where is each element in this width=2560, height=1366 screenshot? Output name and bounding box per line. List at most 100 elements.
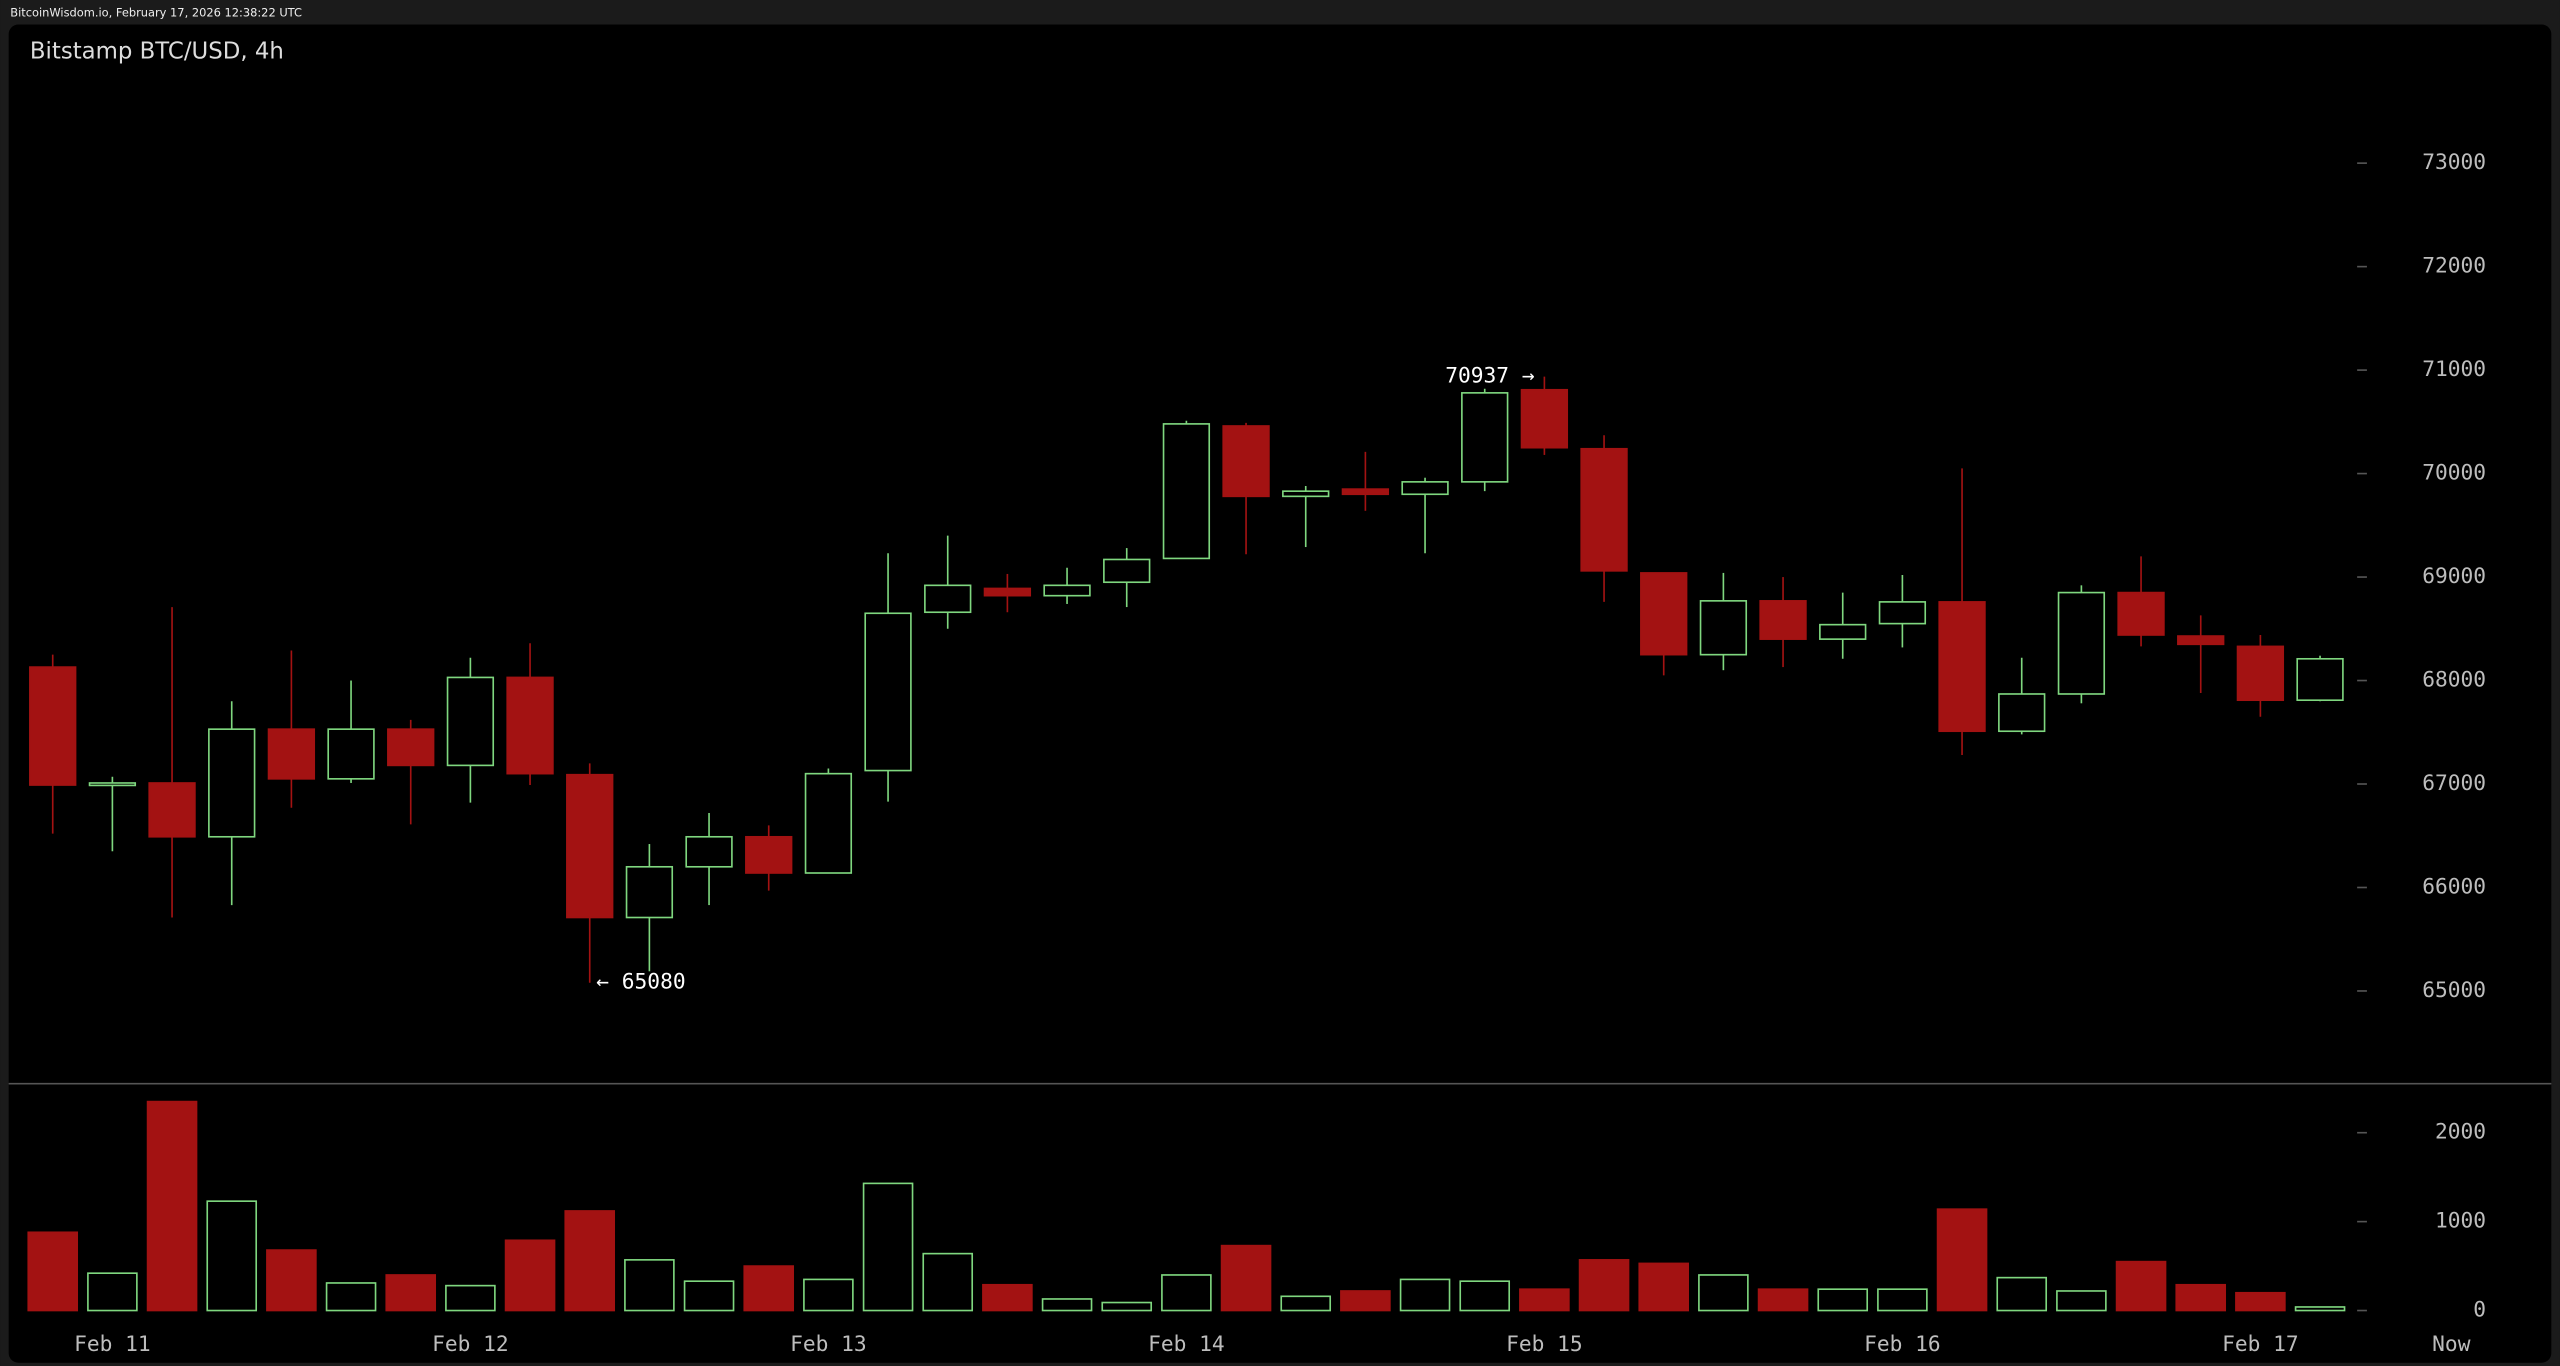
volume-bar xyxy=(1996,1276,2048,1312)
volume-bar xyxy=(1519,1288,1570,1312)
candle-body xyxy=(446,676,495,767)
volume-bar xyxy=(1459,1280,1511,1312)
candle-body xyxy=(387,728,435,767)
x-tick-label: Feb 12 xyxy=(432,1332,509,1357)
volume-bar xyxy=(1698,1274,1749,1312)
candle-body xyxy=(29,666,77,786)
x-tick-label: Feb 16 xyxy=(1864,1332,1941,1357)
candle-body xyxy=(1819,623,1867,640)
volume-bar xyxy=(2235,1291,2286,1312)
y-tick-label: 73000 xyxy=(2422,150,2486,175)
volume-bar xyxy=(743,1265,795,1312)
candle-body xyxy=(1640,572,1688,656)
candle-body xyxy=(1938,601,1986,733)
candle-body xyxy=(2057,591,2106,695)
y-tick-label: 1000 xyxy=(2435,1209,2486,1234)
y-tick-label: 71000 xyxy=(2422,357,2486,382)
candle-body xyxy=(208,728,256,838)
volume-bar xyxy=(1340,1290,1391,1312)
volume-bar xyxy=(803,1278,854,1312)
y-tick-label: 66000 xyxy=(2422,874,2486,899)
x-end-label: Now xyxy=(2432,1332,2471,1357)
candle-body xyxy=(327,728,375,780)
candle-body xyxy=(1043,584,1091,597)
volume-bar xyxy=(1280,1295,1332,1312)
candle-body xyxy=(1520,388,1569,449)
volume-bar xyxy=(1578,1259,1630,1312)
volume-bar xyxy=(982,1283,1033,1312)
y-tick-label: 68000 xyxy=(2422,668,2486,693)
candle-body xyxy=(2117,591,2165,636)
candle-body xyxy=(1580,447,1628,572)
volume-bar xyxy=(1638,1262,1690,1312)
candle-body xyxy=(625,865,674,919)
candle-body xyxy=(1341,488,1390,496)
x-tick-label: Feb 17 xyxy=(2222,1332,2299,1357)
volume-bar xyxy=(1399,1278,1451,1312)
candle-body xyxy=(1759,600,1807,640)
candle-body xyxy=(864,612,912,772)
volume-bar xyxy=(1817,1288,1869,1312)
y-tick-label: 67000 xyxy=(2422,771,2486,796)
volume-bar xyxy=(1101,1301,1153,1312)
volume-bar xyxy=(922,1252,974,1312)
candle-body xyxy=(2296,657,2344,702)
volume-bar xyxy=(87,1272,138,1312)
candle-body xyxy=(506,676,554,775)
candle-body xyxy=(1162,423,1211,560)
volume-bar xyxy=(683,1280,735,1312)
volume-bar xyxy=(385,1274,437,1312)
volume-bar xyxy=(146,1100,198,1312)
price-annotation: 70937 → xyxy=(1445,364,1535,389)
chart-title: Bitstamp BTC/USD, 4h xyxy=(30,39,284,65)
volume-bar xyxy=(1041,1298,1093,1312)
volume-bar xyxy=(1757,1288,1809,1312)
candle-body xyxy=(1699,600,1748,656)
volume-bar xyxy=(1220,1244,1272,1312)
volume-bar xyxy=(564,1210,616,1312)
x-tick-label: Feb 14 xyxy=(1148,1332,1225,1357)
volume-bar xyxy=(27,1231,79,1312)
candle-body xyxy=(267,728,316,780)
volume-bar xyxy=(445,1284,496,1312)
x-tick-label: Feb 13 xyxy=(790,1332,867,1357)
chart-panel xyxy=(8,24,2552,1363)
volume-bar xyxy=(325,1282,377,1312)
candle-body xyxy=(983,587,1032,597)
volume-bar xyxy=(1936,1208,1988,1312)
candle-body xyxy=(1998,693,2046,733)
volume-bar xyxy=(206,1200,258,1312)
y-tick-label: 72000 xyxy=(2422,254,2486,279)
candle-body xyxy=(1878,601,1927,625)
candle-body xyxy=(804,772,853,874)
x-tick-label: Feb 11 xyxy=(74,1332,151,1357)
candle-body xyxy=(566,773,614,919)
volume-bar xyxy=(504,1239,556,1312)
candle-body xyxy=(685,835,733,868)
price-annotation: ← 65080 xyxy=(596,970,685,995)
candle-body xyxy=(1461,392,1509,483)
y-tick-label: 65000 xyxy=(2422,978,2486,1003)
y-tick-label: 2000 xyxy=(2435,1120,2486,1145)
x-tick-label: Feb 15 xyxy=(1506,1332,1583,1357)
candle-body xyxy=(148,782,196,838)
y-tick-label: 69000 xyxy=(2422,564,2486,589)
candle-body xyxy=(924,584,972,614)
volume-bar xyxy=(2175,1283,2227,1312)
volume-bar xyxy=(2115,1260,2167,1312)
y-tick-label: 70000 xyxy=(2422,461,2486,486)
candle-body xyxy=(1222,425,1270,498)
volume-bar xyxy=(1161,1274,1212,1312)
volume-bar xyxy=(2056,1290,2107,1312)
candle-body xyxy=(88,782,137,787)
volume-bar xyxy=(266,1249,317,1312)
candle-body xyxy=(1103,558,1151,584)
y-tick-label: 0 xyxy=(2473,1298,2486,1323)
candle-body xyxy=(1401,481,1449,496)
candle-body xyxy=(1282,490,1330,498)
volume-bar xyxy=(2294,1306,2346,1312)
source-label: BitcoinWisdom.io, February 17, 2026 12:3… xyxy=(10,6,302,20)
volume-bar xyxy=(862,1182,914,1312)
